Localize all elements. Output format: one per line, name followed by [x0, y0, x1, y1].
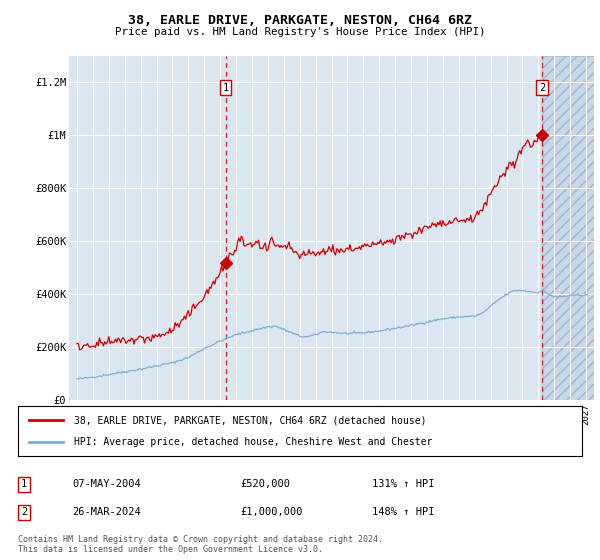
- Text: 26-MAR-2024: 26-MAR-2024: [72, 507, 141, 517]
- Text: 1: 1: [21, 479, 27, 489]
- Text: 38, EARLE DRIVE, PARKGATE, NESTON, CH64 6RZ (detached house): 38, EARLE DRIVE, PARKGATE, NESTON, CH64 …: [74, 415, 427, 425]
- Text: 2: 2: [21, 507, 27, 517]
- Text: 07-MAY-2004: 07-MAY-2004: [72, 479, 141, 489]
- Text: 1: 1: [223, 83, 229, 93]
- Text: 2: 2: [539, 83, 545, 93]
- Bar: [542, 56, 594, 400]
- Text: £520,000: £520,000: [240, 479, 290, 489]
- Text: HPI: Average price, detached house, Cheshire West and Chester: HPI: Average price, detached house, Ches…: [74, 437, 433, 447]
- Bar: [542, 56, 594, 400]
- Text: 38, EARLE DRIVE, PARKGATE, NESTON, CH64 6RZ: 38, EARLE DRIVE, PARKGATE, NESTON, CH64 …: [128, 14, 472, 27]
- Text: 131% ↑ HPI: 131% ↑ HPI: [372, 479, 434, 489]
- Text: 148% ↑ HPI: 148% ↑ HPI: [372, 507, 434, 517]
- Text: Price paid vs. HM Land Registry's House Price Index (HPI): Price paid vs. HM Land Registry's House …: [115, 27, 485, 37]
- Text: Contains HM Land Registry data © Crown copyright and database right 2024.
This d: Contains HM Land Registry data © Crown c…: [18, 535, 383, 554]
- Text: £1,000,000: £1,000,000: [240, 507, 302, 517]
